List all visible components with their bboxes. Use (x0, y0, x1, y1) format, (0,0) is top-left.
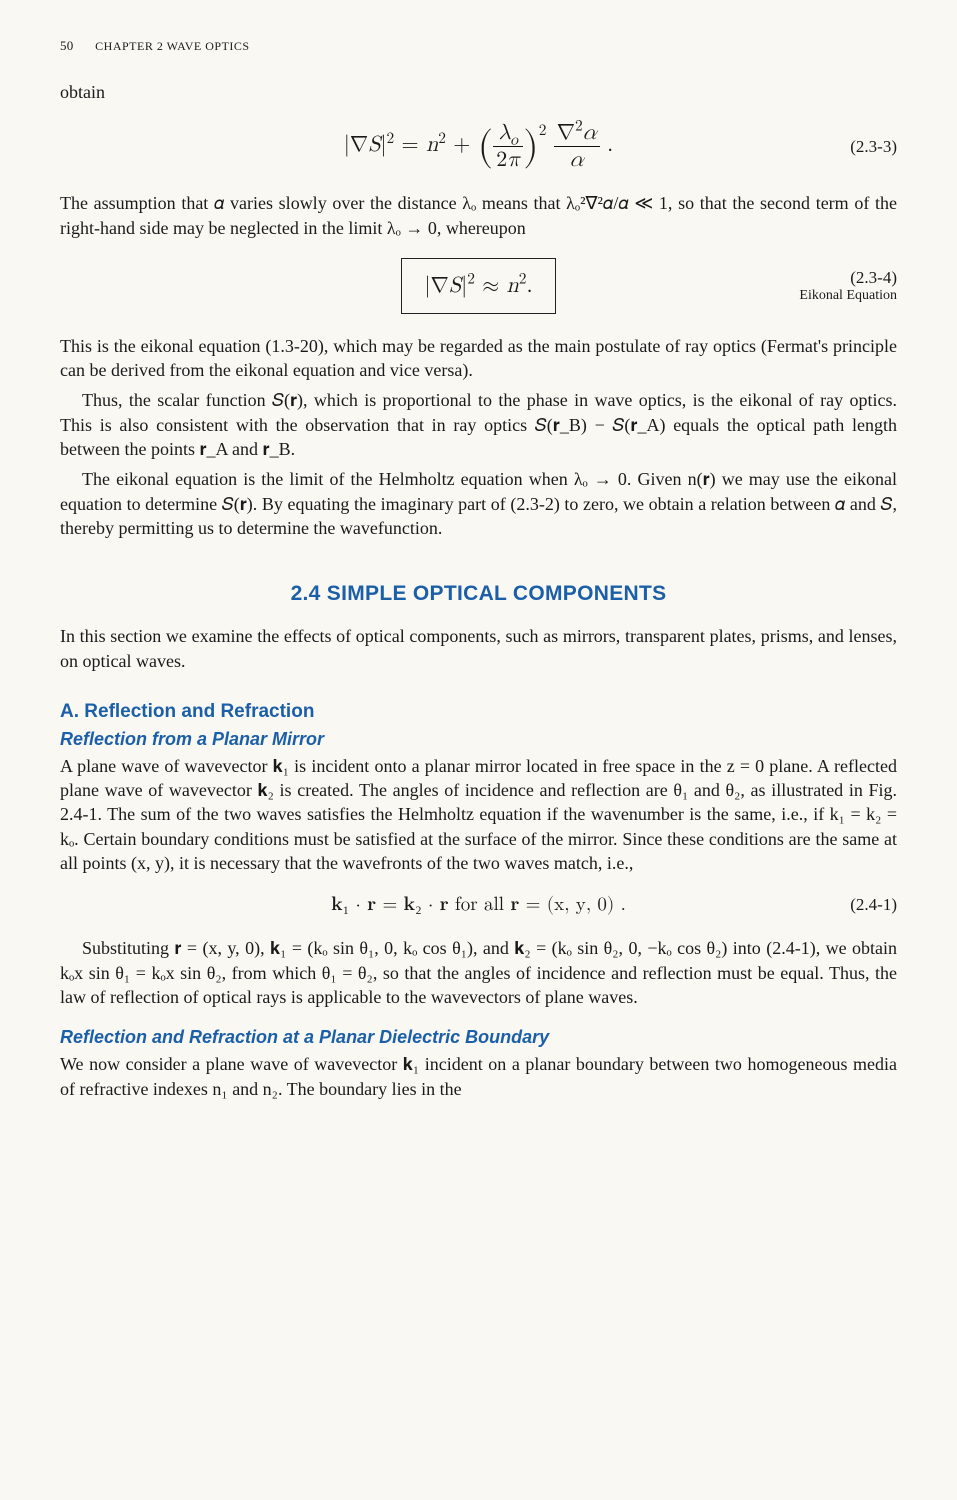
equation-label: Eikonal Equation (799, 288, 897, 304)
paragraph: This is the eikonal equation (1.3-20), w… (60, 334, 897, 383)
chapter-label: CHAPTER 2 WAVE OPTICS (95, 39, 249, 53)
paragraph: In this section we examine the effects o… (60, 624, 897, 673)
equation-boxed: |∇S|2 ≈ n2. (200, 258, 757, 314)
paragraph: Thus, the scalar function 𝑆(𝐫), which is… (60, 388, 897, 461)
paragraph: The assumption that 𝛼 varies slowly over… (60, 191, 897, 240)
paragraph: We now consider a plane wave of wavevect… (60, 1052, 897, 1101)
equation-2-4-1: 𝐤₁ · 𝐫 = 𝐤₂ · 𝐫 for all 𝐫 = (x, y, 0) . … (60, 893, 897, 916)
equation-number: (2.3-4) (827, 268, 897, 288)
paragraph: obtain (60, 80, 897, 104)
equation-content: |∇S|2 = n2 + (λo2π)2 ∇2𝛼𝛼 . (130, 122, 827, 171)
page-number: 50 (60, 38, 74, 53)
running-header: 50 CHAPTER 2 WAVE OPTICS (60, 38, 897, 54)
equation-number: (2.4-1) (827, 895, 897, 915)
subsection-title-A: A. Reflection and Refraction (60, 701, 897, 723)
paragraph: Substituting 𝐫 = (x, y, 0), 𝐤₁ = (kₒ sin… (60, 936, 897, 1009)
subsubsection-title: Reflection from a Planar Mirror (60, 729, 897, 750)
equation-content: 𝐤₁ · 𝐫 = 𝐤₂ · 𝐫 for all 𝐫 = (x, y, 0) . (130, 893, 827, 916)
equation-2-3-4: |∇S|2 ≈ n2. (2.3-4) Eikonal Equation (60, 258, 897, 314)
paragraph: A plane wave of wavevector 𝐤₁ is inciden… (60, 754, 897, 875)
page: 50 CHAPTER 2 WAVE OPTICS obtain |∇S|2 = … (0, 0, 957, 1500)
subsubsection-title: Reflection and Refraction at a Planar Di… (60, 1027, 897, 1048)
section-title-2-4: 2.4 SIMPLE OPTICAL COMPONENTS (60, 582, 897, 606)
equation-number: (2.3-3) (827, 137, 897, 157)
paragraph: The eikonal equation is the limit of the… (60, 467, 897, 540)
equation-2-3-3: |∇S|2 = n2 + (λo2π)2 ∇2𝛼𝛼 . (2.3-3) (60, 122, 897, 171)
equation-number-stack: (2.3-4) Eikonal Equation (757, 268, 897, 304)
